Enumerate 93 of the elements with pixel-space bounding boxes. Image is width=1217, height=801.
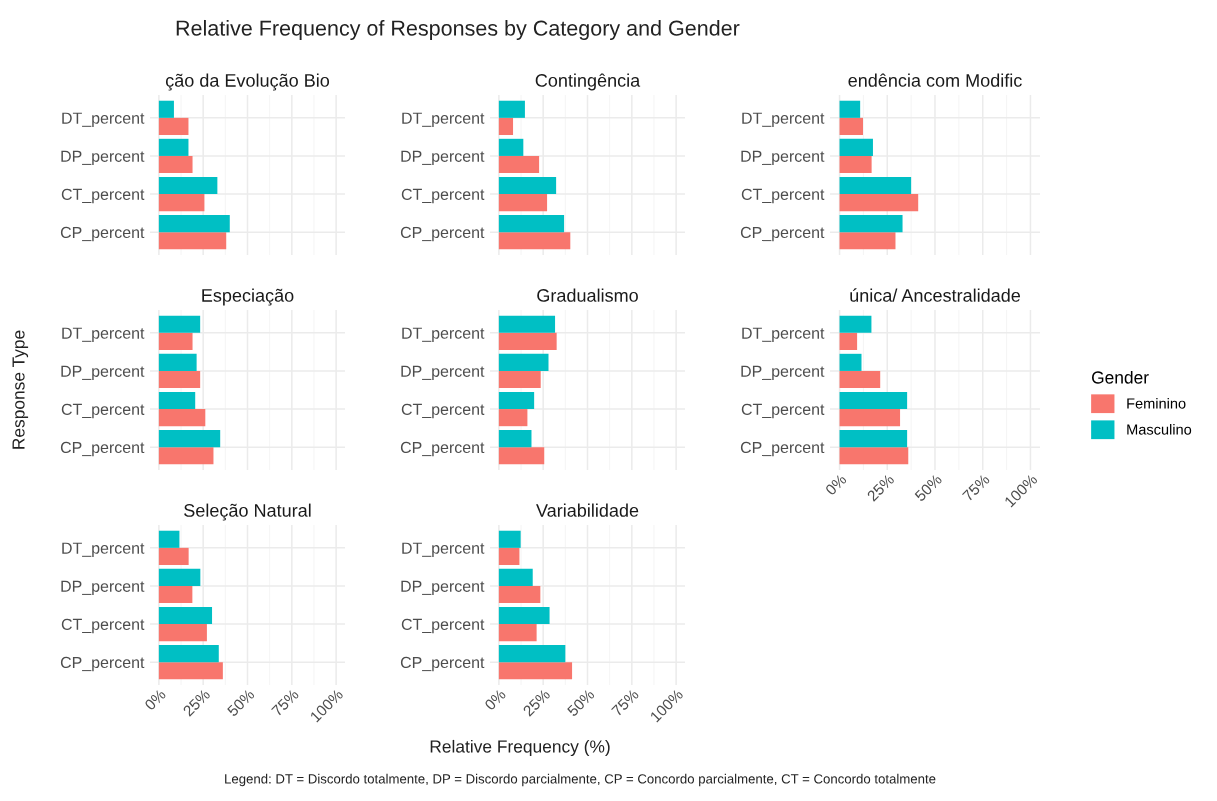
bar bbox=[158, 232, 227, 250]
legend-title: Gender bbox=[1092, 370, 1149, 384]
bar bbox=[158, 409, 206, 427]
y-tick-label: CP_percent bbox=[60, 226, 145, 242]
chart-title: única/ Ancestralidade bbox=[850, 288, 1021, 302]
text: Relative Frequency of Responses by Category and Gender bbox=[176, 19, 740, 41]
x-tick-label: 75% bbox=[271, 688, 300, 717]
y-tick-label: DT_percent bbox=[742, 112, 825, 127]
bar bbox=[498, 176, 557, 195]
text: Legend: DT = Discordo totalmente, DP = Discordo parcialmente, CP = Concordo parcialmente, CT = Concordo totalmente bbox=[225, 773, 936, 787]
y-tick-label: CT_percent bbox=[61, 403, 145, 419]
chart-title: endência com Modific bbox=[848, 73, 1022, 87]
x-tick-label: 75% bbox=[961, 473, 991, 502]
y-tick-label: CP_percent bbox=[740, 441, 825, 457]
y-tick-label: DT_percent bbox=[62, 542, 145, 557]
y-tick-label: DT_percent bbox=[742, 327, 825, 342]
bar bbox=[498, 215, 565, 233]
bar bbox=[839, 138, 873, 156]
y-tick-label: DP_percent bbox=[61, 365, 145, 381]
bar bbox=[158, 447, 214, 465]
y-tick-label: CP_percent bbox=[400, 226, 485, 242]
y-tick-label: CP_percent bbox=[400, 441, 485, 457]
legend-label: Feminino bbox=[1127, 397, 1186, 409]
bar bbox=[498, 117, 514, 135]
x-tick-label: 0% bbox=[824, 473, 848, 496]
bar bbox=[498, 155, 540, 174]
text: Relative Frequency (%) bbox=[430, 739, 610, 757]
y-tick-label: CT_percent bbox=[741, 403, 825, 419]
bar bbox=[158, 353, 197, 371]
bar bbox=[498, 370, 541, 389]
y-tick-label: CT_percent bbox=[401, 403, 485, 419]
chart-title: ção da Evolução Bio bbox=[165, 73, 330, 91]
y-tick-label: DP_percent bbox=[61, 580, 145, 596]
bar bbox=[839, 215, 903, 233]
bar bbox=[498, 391, 535, 410]
bar bbox=[158, 315, 201, 333]
bar bbox=[498, 100, 525, 118]
bar bbox=[498, 447, 545, 465]
chart-title: Variabilidade bbox=[536, 503, 639, 517]
y-tick-label: CP_percent bbox=[60, 441, 145, 457]
y-tick-label: DP_percent bbox=[401, 150, 485, 166]
y-tick-label: DP_percent bbox=[401, 365, 485, 381]
chart-title: Gradualismo bbox=[537, 288, 638, 302]
y-tick-label: DP_percent bbox=[401, 580, 485, 596]
bar bbox=[158, 430, 221, 448]
bar bbox=[498, 409, 528, 427]
bar bbox=[498, 353, 549, 371]
y-tick-label: DT_percent bbox=[402, 327, 485, 342]
bar bbox=[158, 332, 193, 350]
y-tick-label: CT_percent bbox=[401, 618, 485, 634]
y-tick-label: DT_percent bbox=[402, 112, 485, 127]
bar bbox=[498, 232, 571, 250]
chart-title: Especiação bbox=[202, 288, 294, 306]
bar bbox=[498, 315, 556, 333]
y-tick-label: CP_percent bbox=[400, 656, 485, 672]
bar bbox=[839, 117, 864, 135]
bar bbox=[498, 430, 532, 448]
bar bbox=[839, 194, 919, 212]
y-tick-label: CP_percent bbox=[60, 656, 145, 672]
bar bbox=[158, 117, 189, 135]
x-tick-label: 75% bbox=[611, 688, 640, 717]
y-tick-label: CP_percent bbox=[740, 226, 825, 242]
bar bbox=[158, 138, 189, 156]
chart-title: Contingência bbox=[535, 73, 641, 91]
bar bbox=[158, 391, 196, 410]
y-tick-label: CT_percent bbox=[741, 188, 825, 204]
y-tick-label: DP_percent bbox=[61, 150, 145, 166]
chart-title: Seleção Natural bbox=[184, 503, 311, 521]
bar bbox=[158, 370, 201, 389]
bar bbox=[839, 176, 912, 195]
y-tick-label: DT_percent bbox=[62, 327, 145, 342]
x-tick-label: 0% bbox=[143, 688, 167, 711]
bar bbox=[158, 176, 218, 195]
bar bbox=[158, 194, 205, 212]
y-tick-label: CT_percent bbox=[61, 188, 145, 204]
y-tick-label: DT_percent bbox=[402, 542, 485, 557]
y-tick-label: CT_percent bbox=[61, 618, 145, 634]
bar bbox=[498, 138, 524, 156]
y-tick-label: CT_percent bbox=[401, 188, 485, 204]
y-tick-label: DP_percent bbox=[741, 150, 825, 166]
y-tick-label: DP_percent bbox=[741, 365, 825, 381]
bar bbox=[158, 215, 230, 233]
text: Response Type bbox=[12, 330, 29, 449]
bar bbox=[498, 194, 548, 212]
legend-label: Masculino bbox=[1127, 423, 1192, 435]
bar bbox=[158, 155, 193, 174]
bar bbox=[839, 232, 896, 250]
y-tick-label: DT_percent bbox=[62, 112, 145, 127]
bar bbox=[498, 332, 557, 350]
bar bbox=[839, 100, 861, 118]
x-tick-label: 0% bbox=[483, 688, 507, 711]
bar bbox=[158, 100, 174, 118]
bar bbox=[839, 155, 872, 174]
